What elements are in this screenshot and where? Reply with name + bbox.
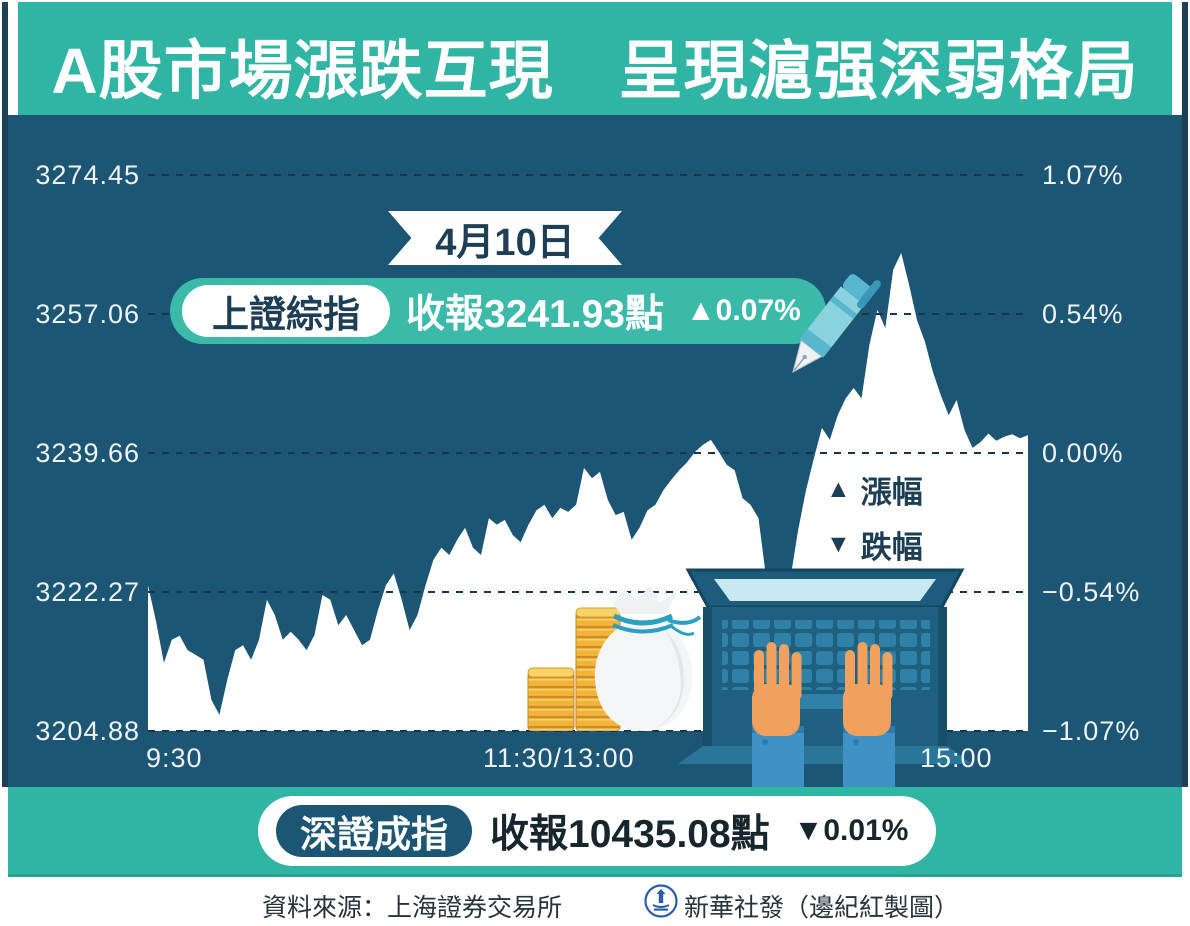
x-axis-label: 11:30/13:00 (483, 743, 635, 773)
laptop-keyboard (722, 620, 930, 690)
laptop-hands-illustration (678, 568, 972, 787)
y-axis-left-label: 3222.27 (35, 577, 140, 607)
left-border-line (2, 2, 8, 787)
data-source-label: 資料來源：上海證券交易所 (262, 894, 563, 922)
y-axis-left-label: 3239.66 (35, 438, 140, 468)
chart-panel: 4月10日 上證綜指 收報3241.93點 ▲0.07% ▲ 漲幅 ▼ 跌幅 (8, 115, 1182, 787)
page-title: A股市場漲跌互現 呈現滬强深弱格局 (51, 35, 1139, 107)
y-axis-right-label: 1.07% (1042, 160, 1124, 190)
money-bag-icon (594, 586, 702, 731)
legend-row-up: ▲ 漲幅 (826, 467, 923, 512)
shanghai-index-close: 收報3241.93點 (406, 293, 664, 336)
shenzhen-index-change: ▼0.01% (793, 814, 909, 847)
shanghai-index-change: ▲0.07% (685, 294, 801, 327)
chart-legend: ▲ 漲幅 ▼ 跌幅 (826, 467, 923, 567)
up-triangle-icon: ▲ (826, 475, 851, 503)
x-axis-label: 9:30 (146, 743, 203, 773)
shenzhen-index-pill: 深證成指 收報10435.08點 ▼0.01% (258, 796, 936, 866)
title-banner: A股市場漲跌互現 呈現滬强深弱格局 (18, 2, 1172, 130)
down-triangle-icon: ▼ (826, 530, 851, 558)
shenzhen-index-name: 深證成指 (276, 805, 472, 857)
date-ribbon: 4月10日 (388, 211, 622, 265)
y-axis-right-label: 0.54% (1042, 299, 1124, 329)
pen-icon (792, 274, 881, 373)
shenzhen-index-close: 收報10435.08點 (490, 813, 770, 856)
y-axis-left-label: 3274.45 (35, 160, 140, 190)
y-axis-right-label: 0.00% (1042, 438, 1124, 468)
y-axis-right-label: −0.54% (1042, 577, 1141, 607)
typing-hands (752, 642, 893, 736)
shanghai-index-name: 上證綜指 (182, 285, 390, 337)
xinhua-seal-icon (644, 884, 678, 918)
shanghai-index-pill: 上證綜指 收報3241.93點 ▲0.07% (170, 278, 826, 344)
credit-label: 新華社發（邊紀紅製圖） (684, 894, 960, 922)
footer: 資料來源：上海證券交易所 新華社發（邊紀紅製圖） (0, 877, 1190, 926)
x-axis-label: 15:00 (920, 743, 993, 773)
legend-row-down: ▼ 跌幅 (826, 522, 923, 567)
y-axis-right-label: −1.07% (1042, 716, 1141, 746)
right-border-line (1182, 2, 1188, 787)
legend-up-label: 漲幅 (860, 475, 923, 510)
date-label: 4月10日 (435, 221, 575, 264)
legend-down-label: 跌幅 (860, 530, 923, 565)
y-axis-left-label: 3257.06 (35, 299, 140, 329)
y-axis-left-label: 3204.88 (35, 716, 140, 746)
bottom-teal-band: 深證成指 收報10435.08點 ▼0.01% (8, 787, 1182, 877)
